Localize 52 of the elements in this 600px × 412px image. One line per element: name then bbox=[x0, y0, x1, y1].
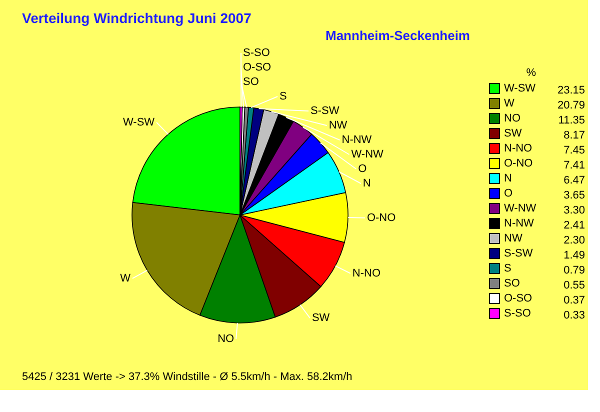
data-label: 7.41 bbox=[564, 160, 585, 172]
slice-label: S bbox=[280, 90, 287, 102]
chart-title: Verteilung Windrichtung Juni 2007 bbox=[22, 10, 252, 26]
slice-label: SO bbox=[243, 76, 260, 88]
text: 5425 / 3231 Werte -> 37.3% Windstille - Ø 5.5km/h - Max. 58.2km/h bbox=[22, 371, 352, 383]
slice-label: N-NW bbox=[342, 134, 372, 146]
data-label: 1.49 bbox=[564, 250, 585, 262]
data-label: 0.37 bbox=[564, 294, 585, 306]
legend-label: O-NO bbox=[504, 158, 534, 170]
legend-label: S-SW bbox=[504, 248, 534, 260]
data-label: 0.55 bbox=[564, 280, 585, 292]
data-label: 20.79 bbox=[557, 100, 585, 112]
slice-label: S-SW bbox=[310, 105, 340, 117]
legend-label: S-SO bbox=[504, 308, 532, 320]
slice-label: W-NW bbox=[351, 148, 384, 160]
data-label: 2.30 bbox=[564, 234, 585, 246]
legend-title: % bbox=[526, 67, 536, 79]
legend-label: SW bbox=[504, 128, 522, 140]
slice-label: W-SW bbox=[122, 116, 156, 128]
data-label: 0.79 bbox=[564, 264, 585, 276]
legend-label: W bbox=[504, 98, 515, 110]
data-label: 0.33 bbox=[564, 310, 585, 322]
legend-label: O bbox=[504, 188, 513, 200]
slice-label: NO bbox=[218, 332, 235, 345]
legend-label: W-NW bbox=[504, 202, 537, 214]
slice-label: N-NO bbox=[352, 267, 381, 280]
data-label: 2.41 bbox=[564, 220, 585, 232]
legend-label: S bbox=[504, 262, 512, 274]
legend-label: SO bbox=[504, 278, 520, 290]
slice-label: O-NO bbox=[366, 212, 396, 224]
data-label: 7.45 bbox=[564, 144, 585, 156]
data-label: 8.17 bbox=[564, 130, 585, 142]
chart-subtitle: Mannheim-Seckenheim bbox=[326, 28, 470, 43]
legend-label: N-NO bbox=[504, 142, 533, 154]
slice-label: W bbox=[120, 272, 132, 284]
slice-label: SW bbox=[312, 312, 330, 324]
slice-label: O bbox=[358, 163, 368, 175]
data-label: 23.15 bbox=[557, 84, 585, 96]
data-label: 6.47 bbox=[564, 174, 585, 186]
legend-label: O-SO bbox=[504, 292, 533, 304]
legend-label: NW bbox=[504, 232, 523, 244]
legend-label: NO bbox=[504, 112, 521, 124]
slice-label: N bbox=[362, 178, 371, 190]
data-label: 11.35 bbox=[558, 114, 585, 126]
slice-label: NW bbox=[328, 120, 348, 132]
legend-label: W-SW bbox=[504, 82, 536, 94]
legend-label: N-NW bbox=[504, 218, 535, 230]
data-label: 3.30 bbox=[564, 204, 585, 216]
data-label: 3.65 bbox=[564, 190, 585, 202]
slice-label: S-SO bbox=[243, 47, 270, 59]
slice-label: O-SO bbox=[243, 62, 272, 74]
legend-label: N bbox=[504, 172, 512, 184]
